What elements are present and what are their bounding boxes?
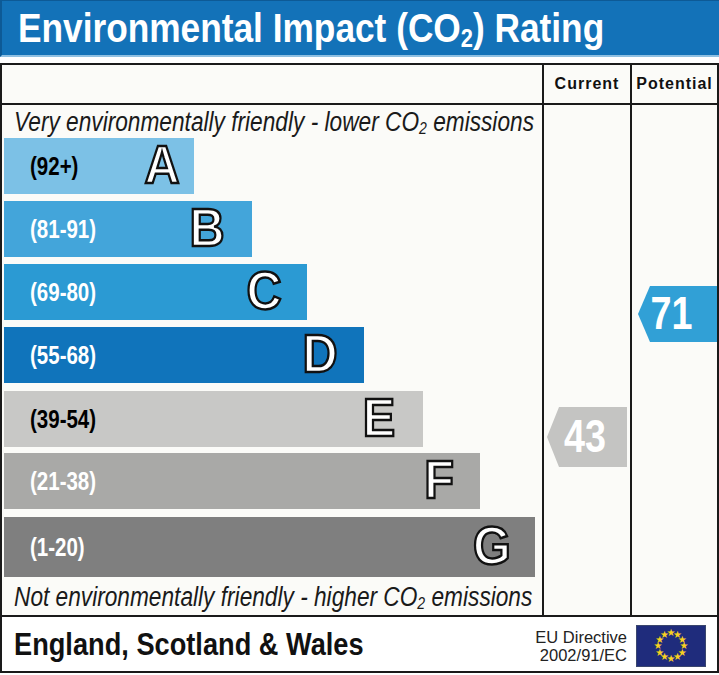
column-header-current: Current (544, 65, 630, 103)
band-b: (81-91)B (4, 201, 252, 257)
band-letter: F (403, 448, 475, 510)
current-rating-value: 43 (554, 409, 616, 463)
eu-directive-label: EU Directive 2002/91/EC (535, 628, 627, 664)
band-letter: A (126, 133, 198, 195)
column-divider-potential (630, 65, 632, 615)
rating-table: Current Potential Very environmentally f… (0, 63, 719, 617)
epc-environmental-impact-chart: Environmental Impact (CO2) Rating Curren… (0, 0, 719, 675)
band-f: (21-38)F (4, 453, 480, 509)
current-rating-arrow: 43 (547, 407, 627, 467)
band-a: (92+)A (4, 138, 194, 194)
band-range-label: (39-54) (30, 405, 96, 434)
eu-flag-icon: ★★★★★★★★★★★★ (637, 626, 705, 666)
band-d: (55-68)D (4, 327, 364, 383)
potential-rating-value: 71 (644, 286, 699, 340)
page-title: Environmental Impact (CO2) Rating (18, 1, 604, 55)
band-letter: B (171, 196, 243, 258)
band-range-label: (21-38) (30, 467, 96, 496)
band-c: (69-80)C (4, 264, 307, 320)
band-range-label: (69-80) (30, 278, 96, 307)
eu-directive-line2: 2002/91/EC (535, 646, 627, 664)
eu-directive-line1: EU Directive (535, 628, 627, 646)
column-header-potential: Potential (632, 65, 717, 103)
column-divider-current (542, 65, 544, 615)
title-bar: Environmental Impact (CO2) Rating (0, 0, 719, 57)
band-range-label: (81-91) (30, 215, 96, 244)
potential-rating-arrow: 71 (638, 286, 717, 342)
region-label: England, Scotland & Wales (14, 617, 364, 671)
bottom-note: Not environmentally friendly - higher CO… (14, 582, 532, 613)
band-range-label: (92+) (30, 152, 78, 181)
band-range-label: (1-20) (30, 533, 85, 562)
band-e: (39-54)E (4, 391, 423, 447)
band-letter: D (284, 322, 356, 384)
band-letter: G (456, 514, 528, 576)
top-note: Very environmentally friendly - lower CO… (14, 107, 534, 138)
band-range-label: (55-68) (30, 341, 96, 370)
band-g: (1-20) G (4, 517, 535, 577)
eu-flag-star: ★ (660, 630, 670, 640)
header-divider (2, 103, 717, 105)
band-letter: C (228, 259, 300, 321)
footer-bar: England, Scotland & Wales EU Directive 2… (0, 615, 719, 673)
band-letter: E (343, 386, 415, 448)
